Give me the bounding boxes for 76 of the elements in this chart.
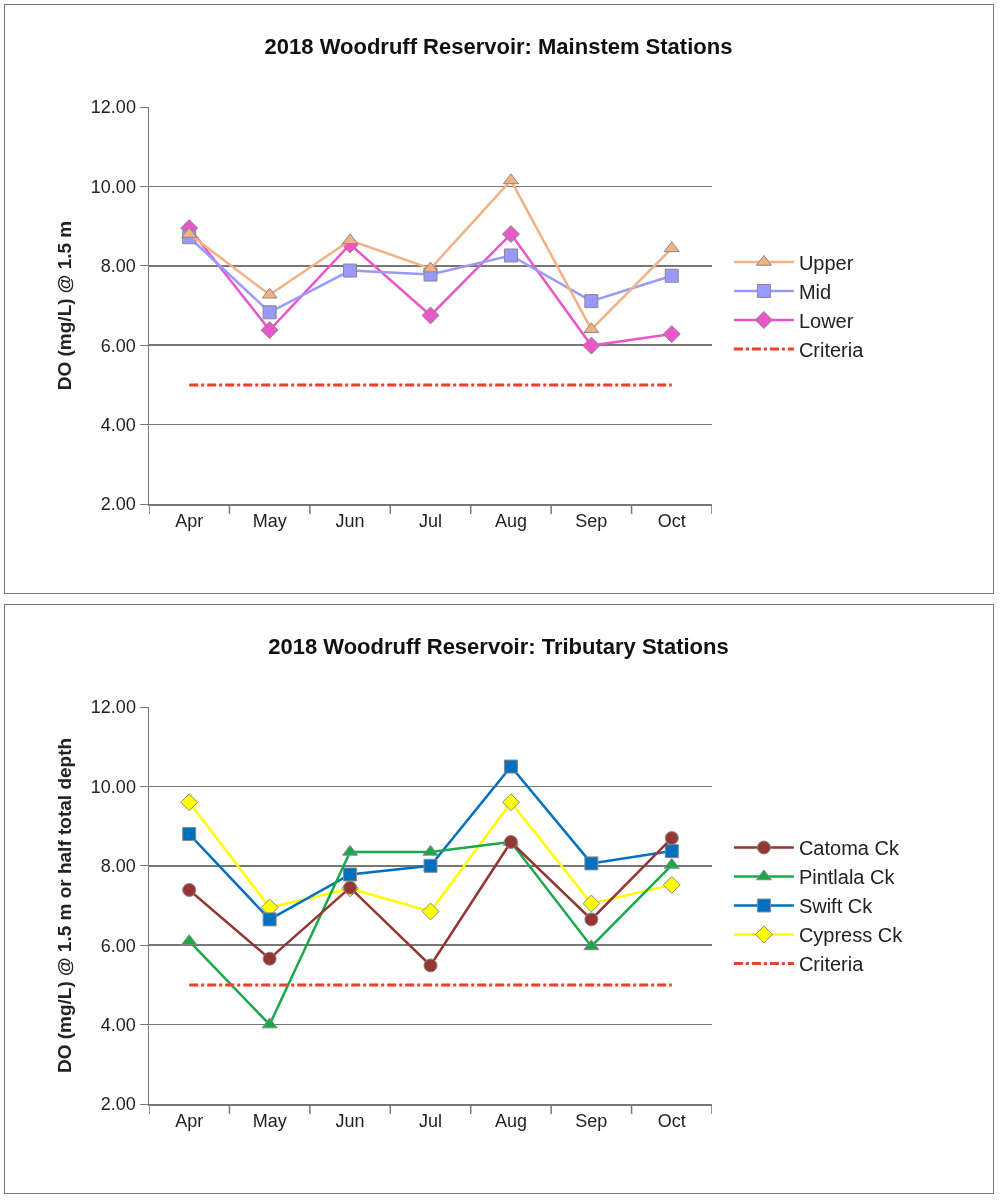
x-tick-label: May <box>252 511 287 532</box>
y-tick-label: 8.00 <box>100 856 136 877</box>
x-tick-label: Aug <box>494 511 527 532</box>
legend-label: Catoma Ck <box>798 837 900 860</box>
point <box>584 912 599 927</box>
point <box>423 858 438 873</box>
x-tick-label: Oct <box>657 511 686 532</box>
point <box>343 263 358 278</box>
point <box>342 844 359 856</box>
point <box>182 827 197 842</box>
legend-label: Upper <box>798 251 854 274</box>
point <box>582 336 601 355</box>
legend-label: Swift Ck <box>798 895 874 918</box>
point <box>261 287 278 299</box>
point <box>583 322 600 334</box>
y-tick-label: 12.00 <box>90 97 136 118</box>
point <box>664 831 679 845</box>
point <box>262 951 277 966</box>
point <box>423 958 438 973</box>
point <box>664 268 679 283</box>
legend-label: Lower <box>798 309 854 332</box>
point <box>582 894 601 913</box>
x-tick-label: Jun <box>335 1111 365 1132</box>
x-tick-label: Oct <box>657 1111 686 1132</box>
point <box>180 793 199 812</box>
x-tick-label: Sep <box>575 511 608 532</box>
point <box>182 883 197 898</box>
x-tick-label: May <box>252 1111 287 1132</box>
legend-label: Criteria <box>798 338 865 361</box>
y-axis-title: DO (mg/L) @ 1.5 m <box>53 220 75 391</box>
point <box>421 902 440 921</box>
point <box>421 306 440 325</box>
y-tick-label: 8.00 <box>100 256 136 277</box>
point <box>503 248 518 263</box>
x-tick-label: Aug <box>494 1111 527 1132</box>
y-tick-label: 10.00 <box>90 176 136 197</box>
y-axis-title: DO (mg/L) @ 1.5 m or half total depth <box>53 737 75 1074</box>
y-tick-label: 4.00 <box>100 414 136 435</box>
legend-label: Pintlala Ck <box>798 866 896 889</box>
point <box>261 1017 278 1029</box>
y-tick-label: 12.00 <box>90 697 136 718</box>
point <box>663 241 680 253</box>
point <box>584 856 599 871</box>
y-tick-label: 4.00 <box>100 1014 136 1035</box>
y-tick-label: 6.00 <box>100 335 136 356</box>
point <box>502 173 519 185</box>
x-tick-label: Apr <box>175 1111 204 1132</box>
y-tick-label: 6.00 <box>100 935 136 956</box>
point <box>501 793 520 812</box>
point <box>501 225 520 243</box>
chart-title: 2018 Woodruff Reservoir: Mainstem Stations <box>264 34 733 60</box>
point <box>662 875 681 894</box>
legend-label: Criteria <box>798 953 865 976</box>
x-tick-label: Apr <box>175 511 204 532</box>
point <box>664 844 679 859</box>
point <box>262 912 277 927</box>
legend-label: Cypress Ck <box>798 924 904 947</box>
point <box>422 261 439 273</box>
y-tick-label: 2.00 <box>100 1094 136 1115</box>
y-tick-label: 2.00 <box>100 494 136 515</box>
x-tick-label: Jul <box>418 1111 443 1132</box>
chart-title: 2018 Woodruff Reservoir: Tributary Stations <box>268 634 729 660</box>
x-tick-label: Jul <box>418 511 443 532</box>
point <box>342 233 359 245</box>
point <box>262 305 277 320</box>
point <box>584 294 599 309</box>
legend-label: Mid <box>798 280 832 303</box>
point <box>583 939 600 951</box>
point <box>662 325 681 344</box>
x-tick-label: Sep <box>575 1111 608 1132</box>
y-tick-label: 10.00 <box>90 776 136 797</box>
x-tick-label: Jun <box>335 511 365 532</box>
point <box>422 844 439 856</box>
point <box>343 867 358 882</box>
point <box>503 759 518 774</box>
point <box>260 321 279 340</box>
